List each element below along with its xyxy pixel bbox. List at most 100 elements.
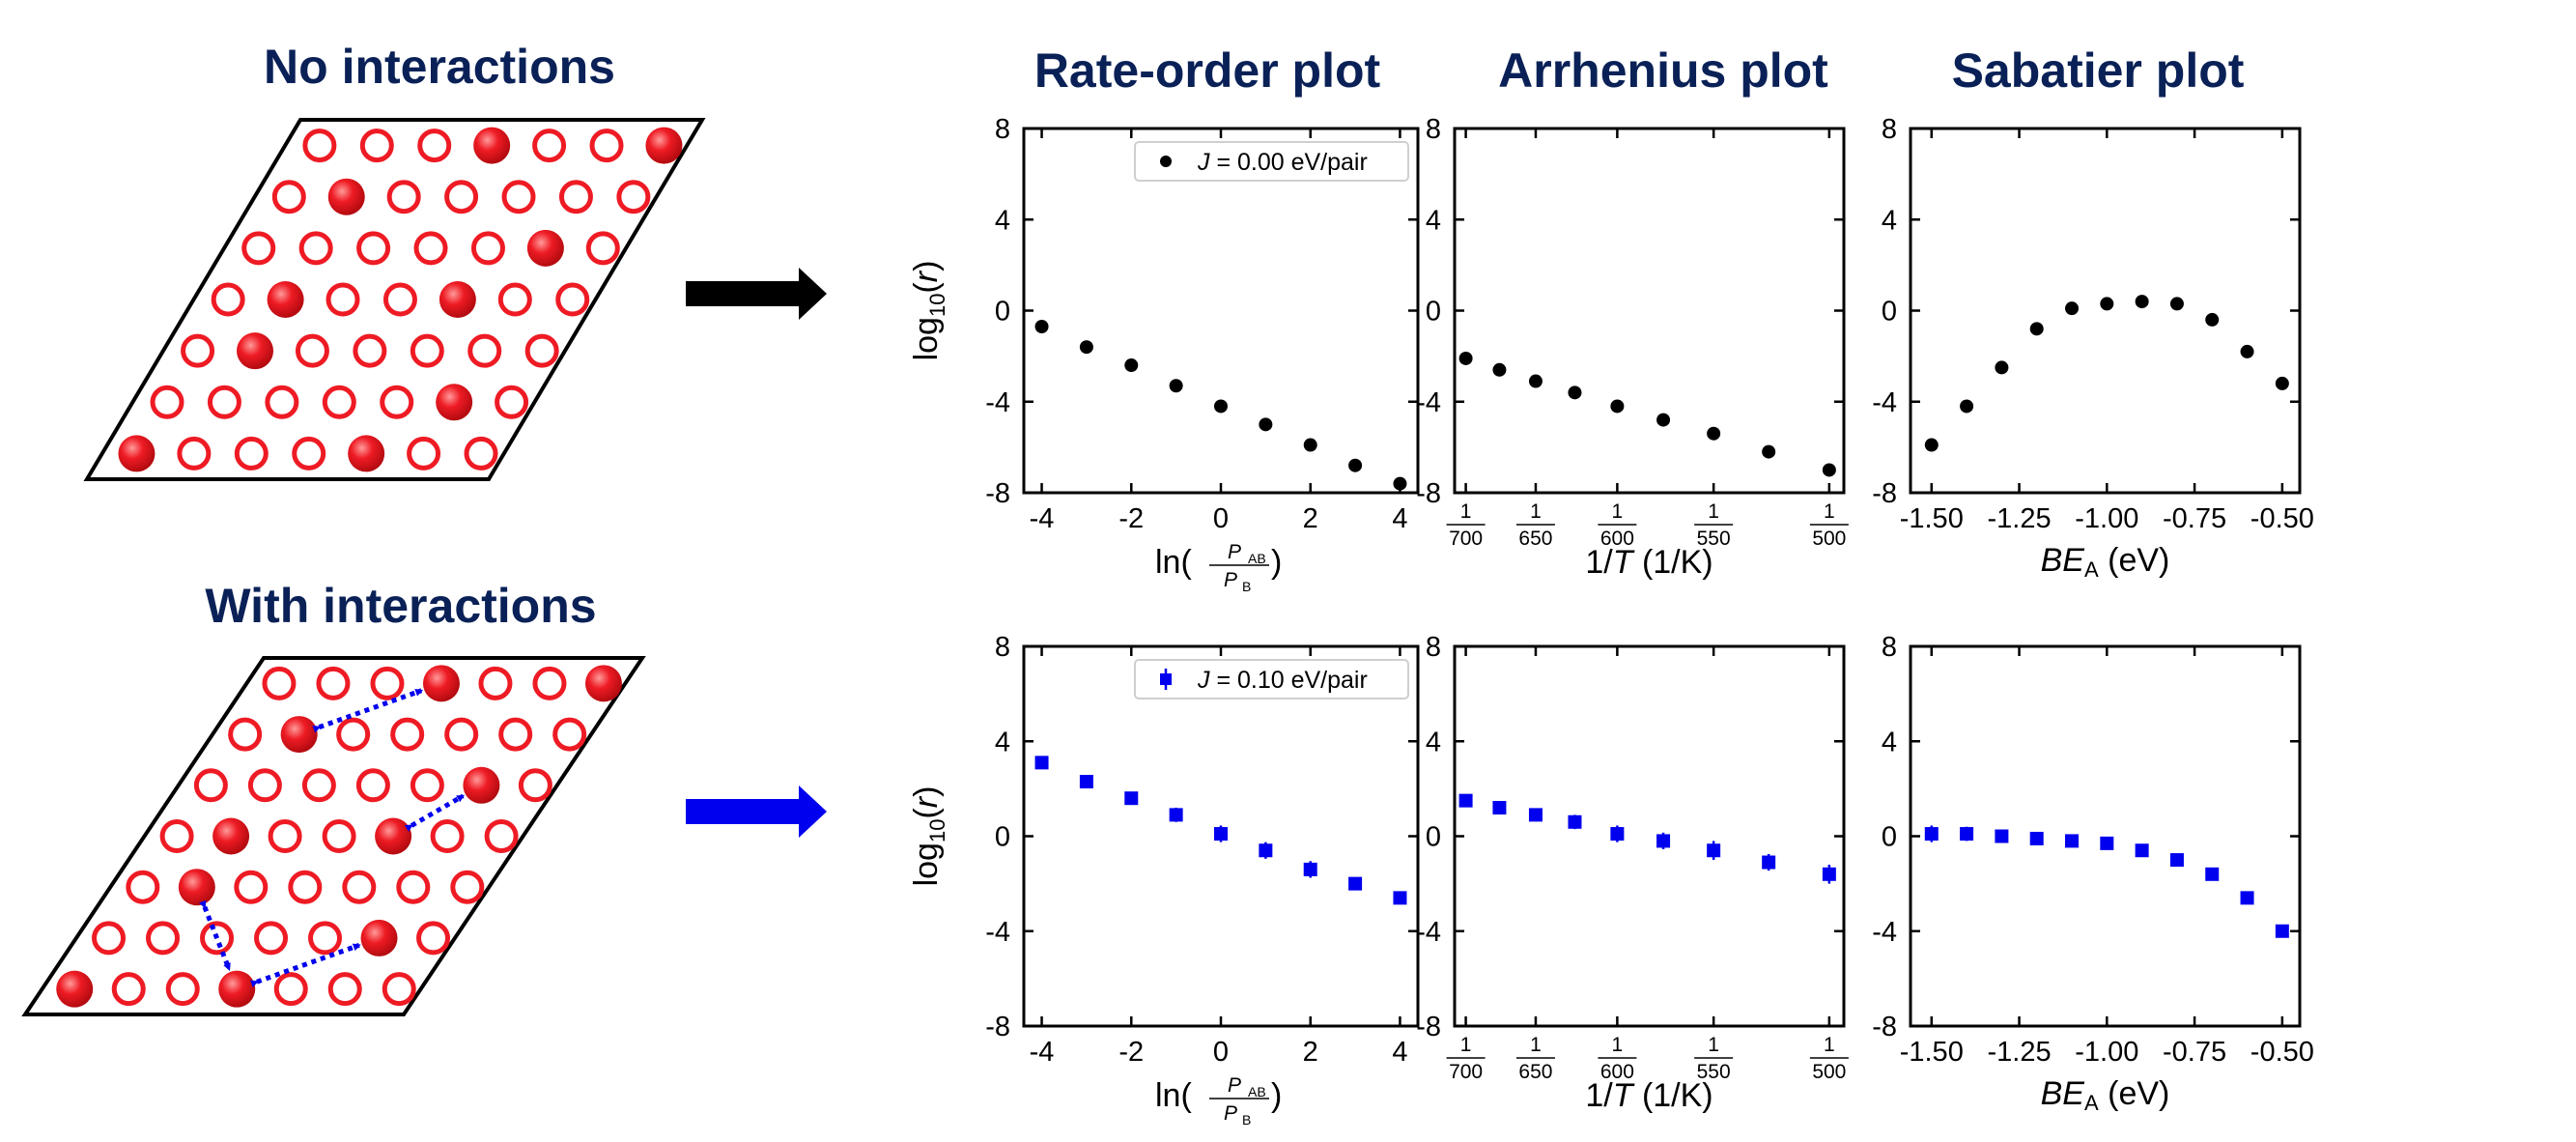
x-tick-label: -1.25: [1987, 1037, 2051, 1068]
empty-site: [234, 436, 269, 471]
data-point: [1303, 438, 1317, 452]
adsorbate-site: [218, 970, 256, 1008]
x-tick-denominator: 550: [1697, 528, 1731, 550]
x-tick-label: 4: [1392, 503, 1407, 534]
empty-site: [288, 870, 323, 904]
adsorbate-site: [348, 435, 385, 472]
x-tick-denominator: 600: [1600, 1061, 1634, 1083]
data-point: [1610, 827, 1625, 842]
data-point: [1656, 413, 1671, 427]
adsorbate-site: [178, 869, 215, 906]
data-point: [1303, 862, 1317, 876]
empty-site: [532, 666, 567, 700]
empty-site: [396, 870, 431, 904]
x-tick-numerator: 1: [1824, 500, 1835, 523]
x-label-den: P: [1224, 569, 1237, 591]
chart-rate-order-bottom: 8 4 0 -4 -8 -4 -2 0 2 4 ln(P AB P B) log10(r) J = 0.10 …: [908, 632, 1420, 1128]
plot-frame: [1909, 127, 2302, 495]
y-tick-label: -4: [1416, 917, 1441, 948]
x-label-den-sub: B: [1242, 579, 1251, 594]
adsorbate-site: [327, 178, 365, 215]
data-point: [1259, 843, 1273, 858]
empty-site: [228, 717, 263, 752]
data-point: [1492, 801, 1507, 815]
data-point: [2065, 301, 2080, 316]
y-tick-label: 8: [1426, 114, 1441, 145]
x-tick-label: 0: [1213, 1037, 1229, 1068]
adsorbate-site: [118, 435, 156, 472]
data-point: [1707, 426, 1721, 441]
data-point: [1393, 476, 1407, 491]
data-point: [2029, 322, 2044, 336]
adsorbate-site: [584, 665, 622, 702]
data-point: [1707, 843, 1721, 858]
data-point: [1079, 340, 1093, 355]
empty-site: [327, 972, 362, 1007]
y-tick-label: -8: [985, 1012, 1010, 1042]
empty-site: [181, 333, 215, 368]
data-point: [1492, 362, 1507, 377]
empty-site: [159, 819, 194, 853]
x-tick-label: -0.75: [2163, 503, 2226, 534]
legend-marker: [1160, 673, 1172, 685]
data-point: [2169, 297, 2184, 311]
x-tick-numerator: 1: [1612, 1034, 1624, 1056]
empty-site: [501, 180, 536, 214]
y-tick-label: 4: [1882, 727, 1897, 757]
chart-sabatier-top: 8 4 0 -4 -8-1.50 -1.25 -1.00 -0.75 -0.50 BEA (eV): [1872, 114, 2314, 582]
y-tick-label: 4: [1426, 727, 1441, 757]
arrow-with-interactions: [686, 785, 827, 838]
empty-site: [478, 666, 513, 700]
y-tick-label: 8: [1882, 632, 1897, 663]
x-tick-denominator: 700: [1449, 1061, 1483, 1083]
x-label-den: P: [1224, 1102, 1237, 1125]
x-tick-label: -0.50: [2250, 503, 2314, 534]
lattice-with-interactions: [21, 656, 646, 1016]
empty-site: [207, 385, 241, 419]
empty-site: [407, 436, 441, 471]
heading-sabatier: Sabatier plot: [1951, 43, 2245, 98]
x-label-fn: ln(: [1155, 1077, 1192, 1114]
heading-no-interactions: No interactions: [264, 40, 615, 94]
x-tick-numerator: 1: [1530, 1034, 1542, 1056]
data-point: [1656, 834, 1671, 848]
legend-box: [1134, 141, 1409, 182]
interaction-arrow: [198, 899, 232, 972]
x-tick-numerator: 1: [1460, 500, 1472, 523]
y-tick-label: -4: [985, 917, 1010, 948]
y-axis-label: log10(r): [908, 786, 949, 887]
y-tick-label: 4: [995, 727, 1010, 757]
adsorbate-site: [237, 332, 274, 370]
empty-site: [254, 921, 289, 956]
x-tick-label: -2: [1118, 503, 1144, 534]
adsorbate-site: [473, 127, 511, 164]
adsorbate-site: [212, 817, 250, 855]
x-label-close: ): [1271, 1077, 1282, 1114]
y-axis-label: log10(r): [908, 261, 949, 361]
empty-site: [326, 282, 360, 317]
adsorbate-site: [375, 817, 412, 855]
data-point: [1822, 463, 1836, 477]
empty-site: [234, 870, 269, 904]
arrow-no-interactions: [686, 268, 827, 320]
x-label-close: ): [1271, 544, 1282, 581]
data-point: [1214, 399, 1228, 414]
empty-site: [380, 385, 414, 419]
data-point: [2100, 297, 2114, 311]
empty-site: [382, 282, 417, 317]
empty-site: [390, 717, 425, 752]
x-tick-label: -0.50: [2250, 1037, 2314, 1068]
y-tick-label: 0: [1882, 297, 1897, 328]
chart-sabatier-bottom: 8 4 0 -4 -8-1.50 -1.25 -1.00 -0.75 -0.50 BEA (eV): [1872, 632, 2314, 1115]
empty-site: [265, 385, 299, 419]
x-tick-label: -4: [1030, 1037, 1055, 1068]
empty-site: [555, 282, 590, 317]
y-tick-label: 8: [995, 632, 1010, 663]
empty-site: [322, 385, 356, 419]
